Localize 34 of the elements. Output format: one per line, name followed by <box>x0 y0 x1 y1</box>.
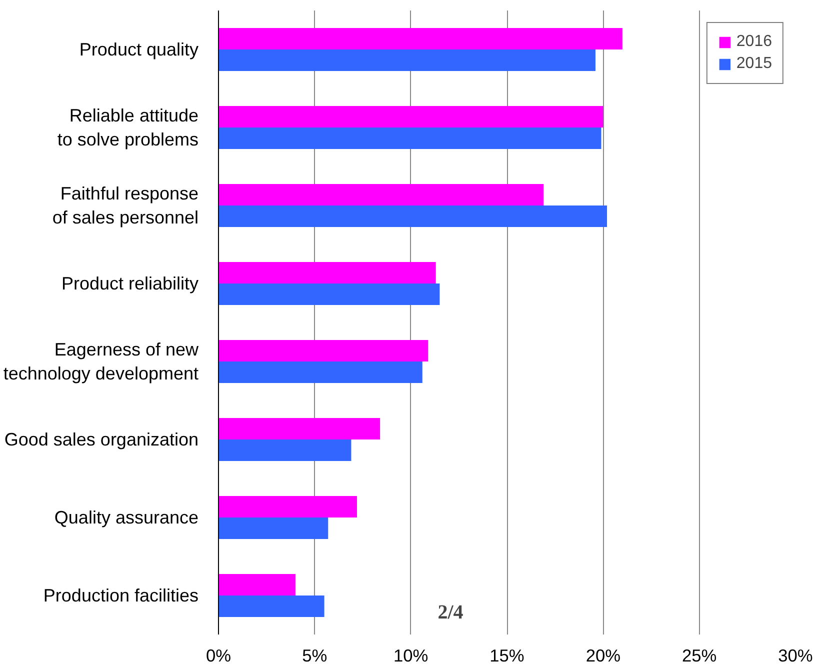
bar <box>218 440 352 461</box>
bar <box>218 106 604 128</box>
y-tick-label: Production facilities <box>43 586 199 606</box>
y-tick-label: Reliable attitude to solve problems <box>57 106 199 150</box>
y-tick-label: Product quality <box>79 40 199 60</box>
bar <box>218 418 380 440</box>
y-tick-label: Product reliability <box>61 274 199 294</box>
legend-label: 2016 <box>736 33 772 51</box>
bar <box>218 362 422 383</box>
bar <box>218 206 608 227</box>
y-tick-label: Good sales organization <box>4 430 198 450</box>
x-tick-label: 15% <box>490 646 524 666</box>
x-tick-label: 25% <box>682 646 717 666</box>
bar <box>218 596 324 617</box>
bar <box>218 128 602 149</box>
bar <box>218 262 436 284</box>
y-tick-label: Eagerness of new technology development <box>3 340 200 384</box>
bar <box>218 184 544 206</box>
bar <box>218 50 596 71</box>
annotation: 2/4 <box>438 602 464 624</box>
bar <box>218 28 622 50</box>
x-tick-label: 5% <box>302 646 328 666</box>
x-tick-label: 10% <box>393 646 428 666</box>
bar <box>218 496 357 518</box>
bar <box>218 518 328 539</box>
bar <box>218 340 428 362</box>
x-tick-label: 20% <box>586 646 621 666</box>
y-tick-label: Quality assurance <box>54 508 199 528</box>
y-tick-label: Faithful response of sales personnel <box>52 184 198 228</box>
bar <box>218 574 296 596</box>
x-tick-label: 0% <box>206 646 232 666</box>
x-tick-label: 30% <box>778 646 813 666</box>
bar <box>218 284 440 305</box>
legend-label: 2015 <box>736 55 772 73</box>
